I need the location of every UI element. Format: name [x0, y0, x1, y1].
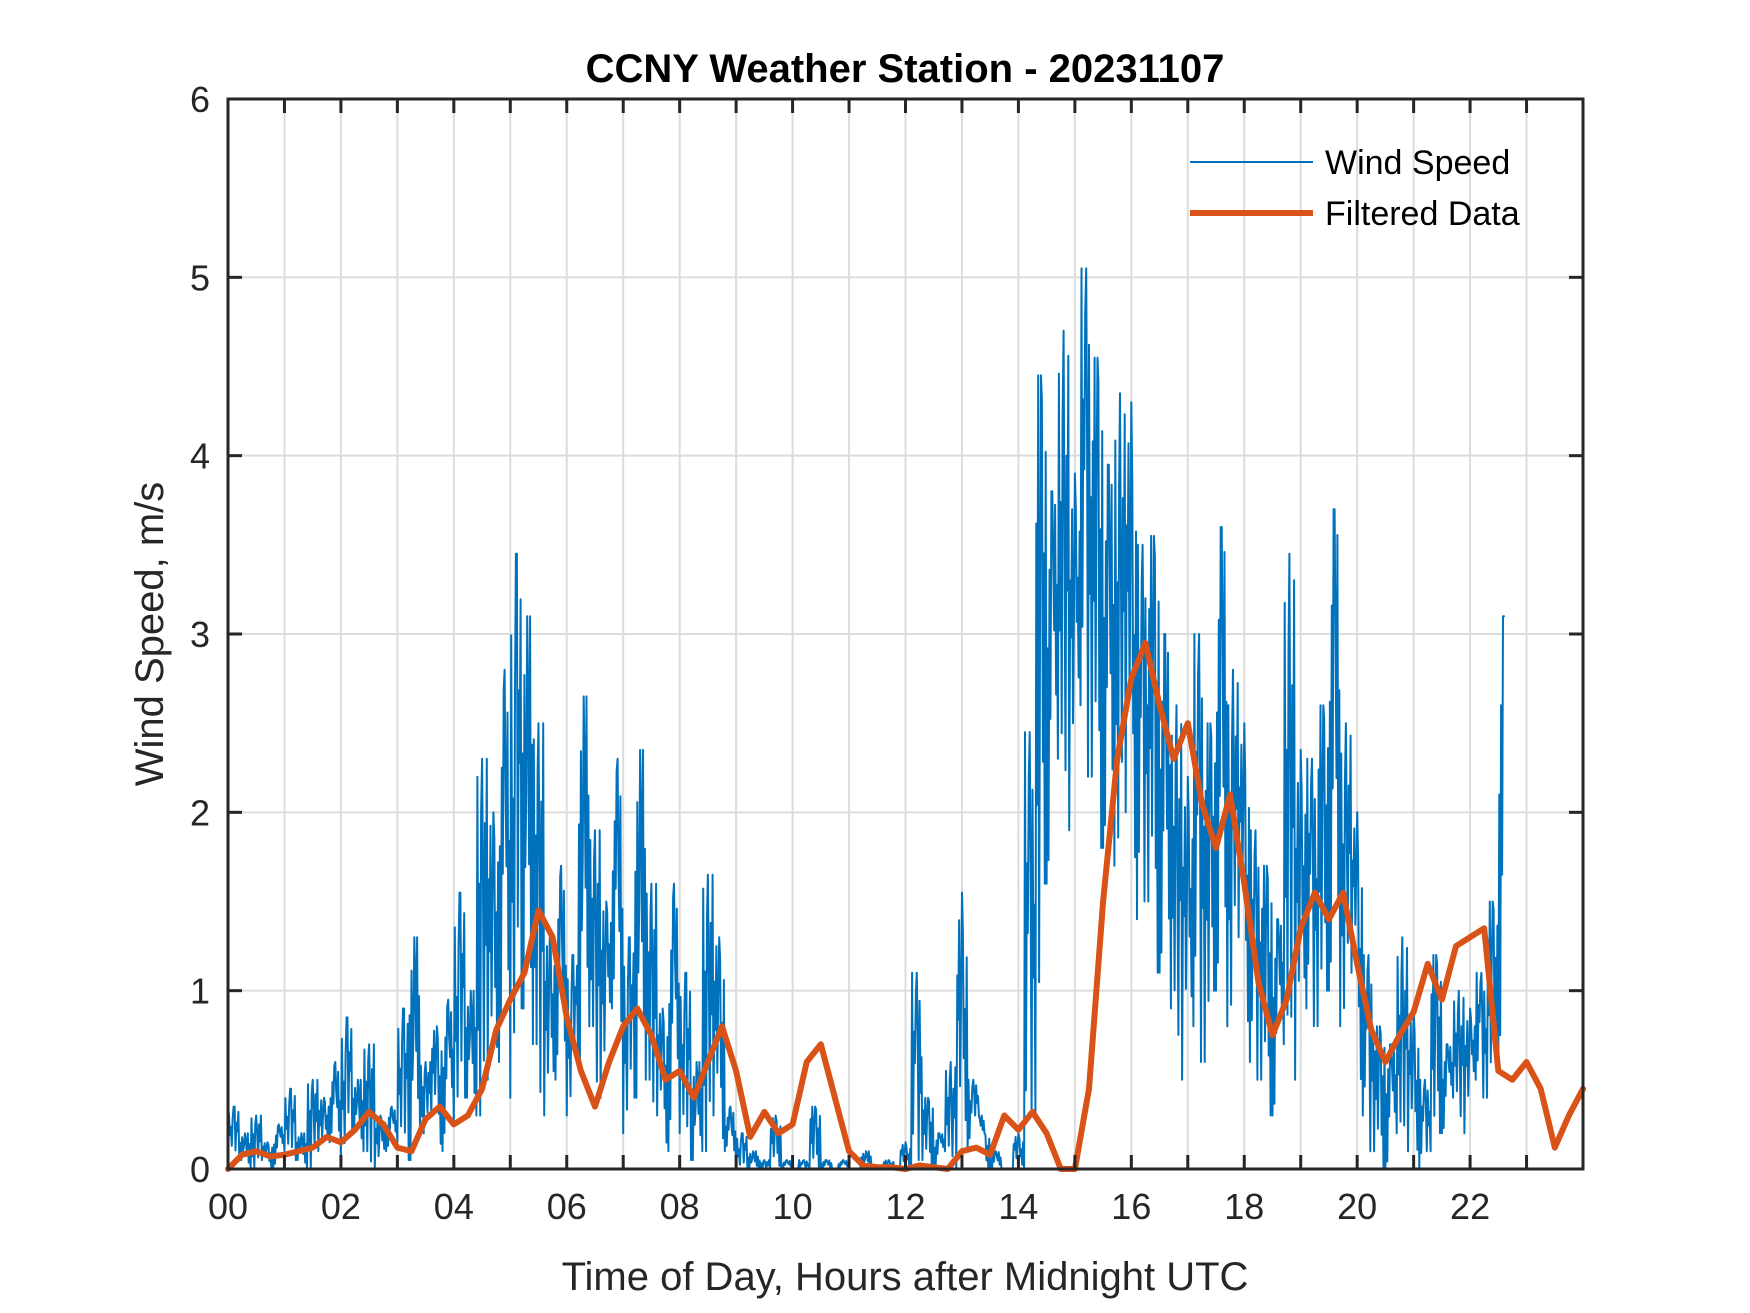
x-axis-label: Time of Day, Hours after Midnight UTC [562, 1255, 1249, 1299]
axis-ticks [228, 99, 1583, 1169]
x-tick-label: 00 [208, 1186, 248, 1227]
x-tick-label: 14 [998, 1186, 1038, 1227]
x-tick-label: 22 [1450, 1186, 1490, 1227]
y-tick-label: 0 [190, 1149, 210, 1190]
y-tick-label: 3 [190, 614, 210, 655]
x-tick-label: 04 [434, 1186, 474, 1227]
x-tick-label: 18 [1224, 1186, 1264, 1227]
x-tick-label: 10 [773, 1186, 813, 1227]
y-tick-label: 6 [190, 79, 210, 120]
y-axis-label: Wind Speed, m/s [128, 482, 172, 787]
y-tick-label: 4 [190, 436, 210, 477]
x-tick-labels: 00 02 04 06 08 10 12 14 16 18 20 22 [208, 1186, 1490, 1227]
x-tick-label: 08 [660, 1186, 700, 1227]
x-tick-label: 20 [1337, 1186, 1377, 1227]
chart-title: CCNY Weather Station - 20231107 [586, 47, 1225, 91]
x-tick-label: 12 [885, 1186, 925, 1227]
x-tick-label: 02 [321, 1186, 361, 1227]
y-tick-label: 1 [190, 971, 210, 1012]
wind-speed-line [227, 267, 1505, 1170]
x-tick-label: 06 [547, 1186, 587, 1227]
wind-speed-series [227, 267, 1505, 1170]
y-tick-labels: 0 1 2 3 4 5 6 [190, 79, 210, 1190]
legend-wind-speed-label: Wind Speed [1325, 144, 1510, 182]
x-tick-label: 16 [1111, 1186, 1151, 1227]
y-tick-label: 5 [190, 257, 210, 298]
legend-filtered-data-label: Filtered Data [1325, 195, 1520, 233]
y-tick-label: 2 [190, 792, 210, 833]
legend: Wind Speed Filtered Data [1190, 144, 1520, 233]
